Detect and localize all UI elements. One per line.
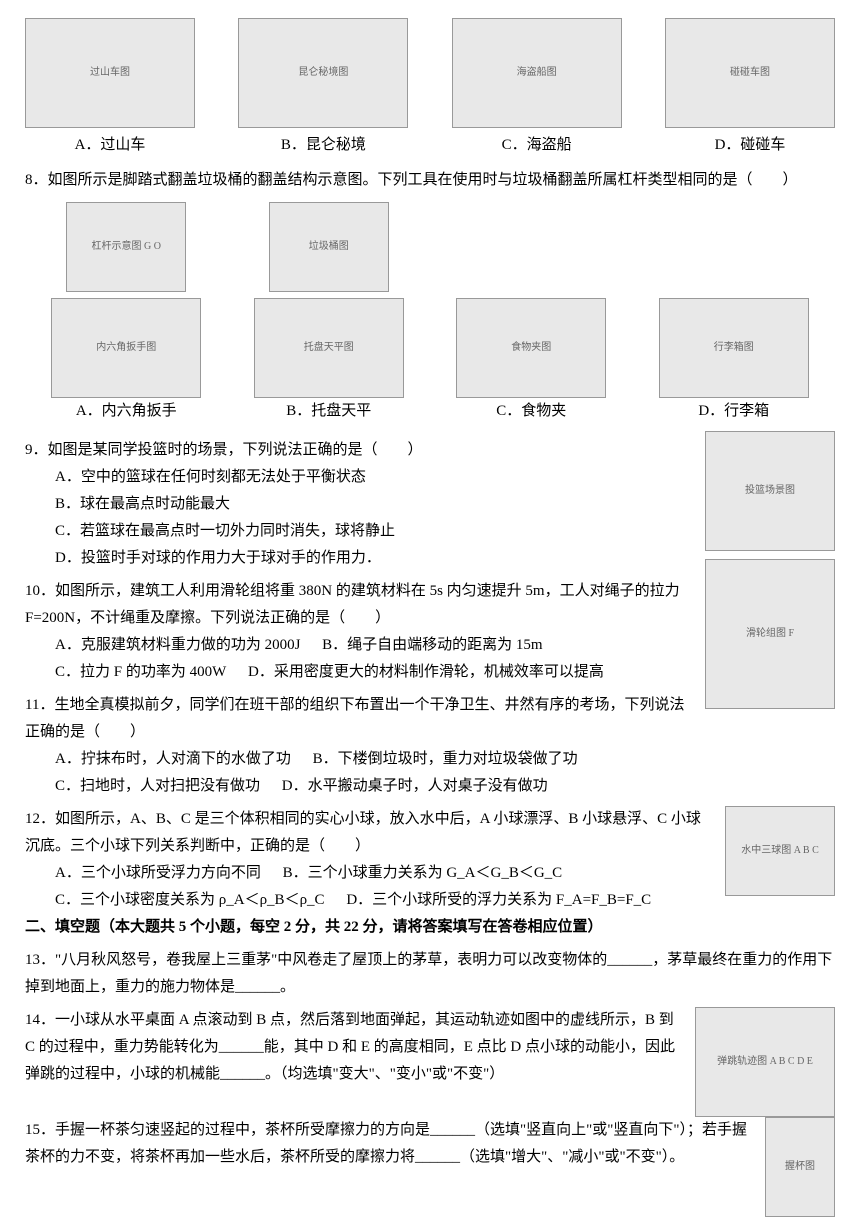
question-14: 14．一小球从水平桌面 A 点滚动到 B 点，然后落到地面弹起，其运动轨迹如图中… bbox=[25, 1007, 835, 1117]
q10-stem: 10．如图所示，建筑工人利用滑轮组将重 380N 的建筑材料在 5s 内匀速提升… bbox=[25, 578, 695, 632]
q9-option-b: B．球在最高点时动能最大 bbox=[25, 491, 695, 518]
q12-stem: 12．如图所示，A、B、C 是三个体积相同的实心小球，放入水中后，A 小球漂浮、… bbox=[25, 806, 715, 860]
question-11: 11．生地全真模拟前夕，同学们在班干部的组织下布置出一个干净卫生、井然有序的考场… bbox=[25, 692, 695, 800]
q7-option-c: 海盗船图 C．海盗船 bbox=[452, 18, 622, 159]
bumpercar-image: 碰碰车图 bbox=[665, 18, 835, 128]
q11-option-d: D．水平搬动桌子时，人对桌子没有做功 bbox=[282, 773, 548, 800]
q12-option-a: A．三个小球所受浮力方向不同 bbox=[55, 860, 261, 887]
q7-label-a: A．过山车 bbox=[25, 132, 195, 159]
q15-figure: 握杯图 bbox=[765, 1117, 835, 1217]
question-13: 13．"八月秋风怒号，卷我屋上三重茅"中风卷走了屋顶上的茅草，表明力可以改变物体… bbox=[25, 947, 835, 1001]
q14-text: 14．一小球从水平桌面 A 点滚动到 B 点，然后落到地面弹起，其运动轨迹如图中… bbox=[25, 1007, 685, 1088]
q7-option-a: 过山车图 A．过山车 bbox=[25, 18, 195, 159]
q7-option-d: 碰碰车图 D．碰碰车 bbox=[665, 18, 835, 159]
q7-label-c: C．海盗船 bbox=[452, 132, 622, 159]
q7-option-b: 昆仑秘境图 B．昆仑秘境 bbox=[238, 18, 408, 159]
q8-label-a: A．内六角扳手 bbox=[46, 398, 206, 425]
rollercoaster-image: 过山车图 bbox=[25, 18, 195, 128]
q8-label-d: D．行李箱 bbox=[654, 398, 814, 425]
q7-label-b: B．昆仑秘境 bbox=[238, 132, 408, 159]
bounce-trajectory-image: 弹跳轨迹图 A B C D E bbox=[695, 1007, 835, 1117]
q10-option-c: C．拉力 F 的功率为 400W bbox=[55, 659, 226, 686]
q8-option-b: 托盘天平图 B．托盘天平 bbox=[249, 298, 409, 425]
lever-diagram-image: 杠杆示意图 G O bbox=[66, 202, 186, 292]
cup-hold-image: 握杯图 bbox=[765, 1117, 835, 1217]
q12-option-d: D．三个小球所受的浮力关系为 F_A=F_B=F_C bbox=[346, 887, 651, 914]
balance-image: 托盘天平图 bbox=[254, 298, 404, 398]
q10-option-b: B．绳子自由端移动的距离为 15m bbox=[322, 632, 542, 659]
pulley-image: 滑轮组图 F bbox=[705, 559, 835, 709]
q9-figure: 投篮场景图 bbox=[705, 431, 835, 551]
q9-q10-block: 9．如图是某同学投篮时的场景，下列说法正确的是（ ） A．空中的篮球在任何时刻都… bbox=[25, 431, 835, 806]
trashcan-image: 垃圾桶图 bbox=[269, 202, 389, 292]
question-8: 8．如图所示是脚踏式翻盖垃圾桶的翻盖结构示意图。下列工具在使用时与垃圾桶翻盖所属… bbox=[25, 167, 835, 425]
question-15: 15．手握一杯茶匀速竖起的过程中，茶杯所受摩擦力的方向是______（选填"竖直… bbox=[25, 1117, 835, 1217]
q8-option-row: 内六角扳手图 A．内六角扳手 托盘天平图 B．托盘天平 食物夹图 C．食物夹 行… bbox=[25, 298, 835, 425]
q8-stem: 8．如图所示是脚踏式翻盖垃圾桶的翻盖结构示意图。下列工具在使用时与垃圾桶翻盖所属… bbox=[25, 167, 835, 194]
buoyancy-image: 水中三球图 A B C bbox=[725, 806, 835, 896]
basketball-image: 投篮场景图 bbox=[705, 431, 835, 551]
q8-label-b: B．托盘天平 bbox=[249, 398, 409, 425]
q9-option-c: C．若篮球在最高点时一切外力同时消失，球将静止 bbox=[25, 518, 695, 545]
q12-option-b: B．三个小球重力关系为 G_A＜G_B＜G_C bbox=[283, 860, 563, 887]
q8-option-a: 内六角扳手图 A．内六角扳手 bbox=[46, 298, 206, 425]
question-9: 9．如图是某同学投篮时的场景，下列说法正确的是（ ） A．空中的篮球在任何时刻都… bbox=[25, 437, 695, 572]
section-2-title: 二、填空题（本大题共 5 个小题，每空 2 分，共 22 分，请将答案填写在答卷… bbox=[25, 914, 835, 941]
q12-option-c: C．三个小球密度关系为 ρ_A＜ρ_B＜ρ_C bbox=[55, 887, 325, 914]
pirateship-image: 海盗船图 bbox=[452, 18, 622, 128]
q7-image-row: 过山车图 A．过山车 昆仑秘境图 B．昆仑秘境 海盗船图 C．海盗船 碰碰车图 … bbox=[25, 18, 835, 159]
q8-option-d: 行李箱图 D．行李箱 bbox=[654, 298, 814, 425]
tongs-image: 食物夹图 bbox=[456, 298, 606, 398]
q8-label-c: C．食物夹 bbox=[451, 398, 611, 425]
question-10: 10．如图所示，建筑工人利用滑轮组将重 380N 的建筑材料在 5s 内匀速提升… bbox=[25, 578, 695, 686]
q14-figure: 弹跳轨迹图 A B C D E bbox=[695, 1007, 835, 1117]
q11-option-c: C．扫地时，人对扫把没有做功 bbox=[55, 773, 260, 800]
q9-stem: 9．如图是某同学投篮时的场景，下列说法正确的是（ ） bbox=[25, 437, 695, 464]
q8-option-c: 食物夹图 C．食物夹 bbox=[451, 298, 611, 425]
q9-option-a: A．空中的篮球在任何时刻都无法处于平衡状态 bbox=[25, 464, 695, 491]
kunlun-image: 昆仑秘境图 bbox=[238, 18, 408, 128]
q11-option-b: B．下楼倒垃圾时，重力对垃圾袋做了功 bbox=[313, 746, 578, 773]
q10-option-d: D．采用密度更大的材料制作滑轮，机械效率可以提高 bbox=[248, 659, 604, 686]
q11-stem: 11．生地全真模拟前夕，同学们在班干部的组织下布置出一个干净卫生、井然有序的考场… bbox=[25, 692, 695, 746]
q15-text: 15．手握一杯茶匀速竖起的过程中，茶杯所受摩擦力的方向是______（选填"竖直… bbox=[25, 1117, 755, 1171]
q10-option-a: A．克服建筑材料重力做的功为 2000J bbox=[55, 632, 300, 659]
q9-option-d: D．投篮时手对球的作用力大于球对手的作用力． bbox=[25, 545, 695, 572]
q10-figure: 滑轮组图 F bbox=[705, 559, 835, 709]
question-12: 12．如图所示，A、B、C 是三个体积相同的实心小球，放入水中后，A 小球漂浮、… bbox=[25, 806, 835, 914]
luggage-image: 行李箱图 bbox=[659, 298, 809, 398]
hexwrench-image: 内六角扳手图 bbox=[51, 298, 201, 398]
q12-figure: 水中三球图 A B C bbox=[725, 806, 835, 896]
q11-option-a: A．拧抹布时，人对滴下的水做了功 bbox=[55, 746, 291, 773]
q8-diagram-row: 杠杆示意图 G O 垃圾桶图 bbox=[25, 202, 835, 292]
q7-label-d: D．碰碰车 bbox=[665, 132, 835, 159]
